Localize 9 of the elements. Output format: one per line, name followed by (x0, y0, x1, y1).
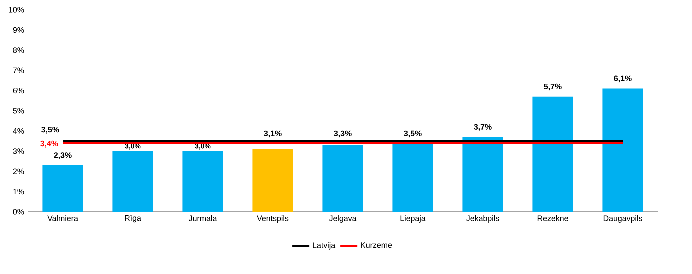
bar (252, 149, 294, 212)
bar (42, 166, 84, 212)
bar (462, 137, 504, 212)
bar (322, 145, 364, 212)
bar (182, 151, 224, 212)
bar (392, 141, 434, 212)
bar (112, 151, 154, 212)
bar (532, 96, 574, 212)
bar (602, 88, 644, 212)
